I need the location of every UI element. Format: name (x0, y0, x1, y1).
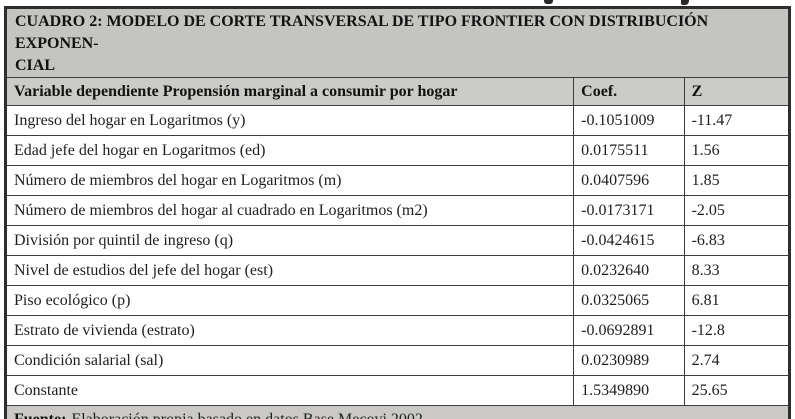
table-header-row: Variable dependiente Propensión marginal… (4, 77, 791, 106)
regression-table: CUADRO 2: MODELO DE CORTE TRANSVERSAL DE… (4, 6, 791, 419)
source-text: Elaboración propia basado en datos Base … (71, 411, 422, 419)
table-row: Constante 1.5349890 25.65 (4, 375, 791, 406)
variable-cell: Ingreso del hogar en Logaritmos (y) (4, 105, 575, 136)
coef-cell: -0.0692891 (573, 315, 685, 346)
column-header-z: Z (683, 77, 791, 106)
table-title-line-2: CIAL (15, 57, 56, 74)
z-cell: 1.85 (683, 165, 791, 196)
coef-cell: 0.0175511 (573, 135, 685, 166)
z-cell: -2.05 (683, 195, 791, 226)
table-row: Estrato de vivienda (estrato) -0.0692891… (4, 315, 791, 346)
variable-cell: Piso ecológico (p) (4, 285, 575, 316)
variable-cell: Número de miembros del hogar al cuadrado… (4, 195, 575, 226)
coef-cell: -0.0424615 (573, 225, 685, 256)
z-cell: -12.8 (683, 315, 791, 346)
coef-cell: -0.0173171 (573, 195, 685, 226)
variable-cell: Estrato de vivienda (estrato) (4, 315, 575, 346)
variable-cell: Condición salarial (sal) (4, 345, 575, 376)
table-row: Número de miembros del hogar al cuadrado… (4, 195, 791, 226)
variable-cell: Edad jefe del hogar en Logaritmos (ed) (4, 135, 575, 166)
table-row: Ingreso del hogar en Logaritmos (y) -0.1… (4, 105, 791, 136)
table-title-row: CUADRO 2: MODELO DE CORTE TRANSVERSAL DE… (5, 7, 790, 78)
variable-cell: División por quintil de ingreso (q) (4, 225, 575, 256)
table-row: Edad jefe del hogar en Logaritmos (ed) 0… (4, 135, 791, 166)
coef-cell: 0.0230989 (573, 345, 685, 376)
table-title: CUADRO 2: MODELO DE CORTE TRANSVERSAL DE… (5, 7, 790, 78)
cropped-text-artifact (681, 0, 689, 5)
z-cell: -6.83 (683, 225, 791, 256)
variable-cell: Constante (4, 375, 575, 406)
variable-cell: Número de miembros del hogar en Logaritm… (4, 165, 575, 196)
z-cell: 8.33 (683, 255, 791, 286)
coef-cell: 0.0325065 (573, 285, 685, 316)
variable-cell: Nivel de estudios del jefe del hogar (es… (4, 255, 575, 286)
column-header-coef: Coef. (573, 77, 685, 106)
table-row: Nivel de estudios del jefe del hogar (es… (4, 255, 791, 286)
cropped-text-artifact (544, 0, 553, 4)
table-row: Piso ecológico (p) 0.0325065 6.81 (4, 285, 791, 316)
table-row: División por quintil de ingreso (q) -0.0… (4, 225, 791, 256)
table-source-row: Fuente: Elaboración propia basado en dato… (5, 405, 790, 419)
table-row: Condición salarial (sal) 0.0230989 2.74 (4, 345, 791, 376)
z-cell: 2.74 (683, 345, 791, 376)
z-cell: -11.47 (683, 105, 791, 136)
source-note: Fuente: Elaboración propia basado en dato… (5, 405, 790, 419)
column-header-variable: Variable dependiente Propensión marginal… (4, 77, 575, 106)
coef-cell: 0.0232640 (573, 255, 685, 286)
table-title-line-1: CUADRO 2: MODELO DE CORTE TRANSVERSAL DE… (15, 13, 709, 52)
z-cell: 1.56 (683, 135, 791, 166)
coef-cell: 1.5349890 (573, 375, 685, 406)
z-cell: 6.81 (683, 285, 791, 316)
z-cell: 25.65 (683, 375, 791, 406)
table-row: Número de miembros del hogar en Logaritm… (4, 165, 791, 196)
coef-cell: 0.0407596 (573, 165, 685, 196)
coef-cell: -0.1051009 (573, 105, 685, 136)
source-label: Fuente: (14, 411, 66, 419)
